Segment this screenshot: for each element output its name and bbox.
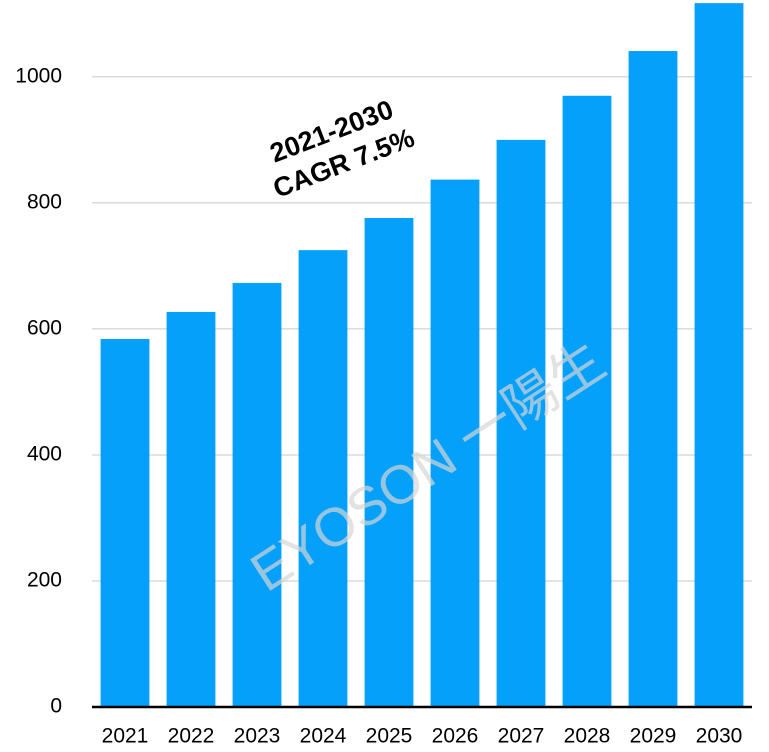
bar xyxy=(100,339,150,707)
bar xyxy=(694,3,744,707)
y-tick-label: 1000 xyxy=(15,64,62,87)
x-tick-label: 2028 xyxy=(564,725,611,748)
watermark: EYOSON 一陽生 xyxy=(241,331,616,604)
bar xyxy=(628,51,678,708)
annotation: 2021-2030 CAGR 7.5% xyxy=(266,94,419,204)
x-tick-label: 2025 xyxy=(366,725,413,748)
bar xyxy=(430,179,480,707)
y-tick-label: 0 xyxy=(50,695,62,718)
bar xyxy=(496,139,546,707)
y-tick-label: 800 xyxy=(27,190,62,213)
x-tick-label: 2023 xyxy=(234,725,281,748)
x-tick-label: 2027 xyxy=(498,725,545,748)
y-tick-label: 200 xyxy=(27,569,62,592)
bar xyxy=(232,282,282,707)
y-tick-label: 400 xyxy=(27,442,62,465)
x-tick-label: 2024 xyxy=(300,725,347,748)
x-tick-label: 2021 xyxy=(102,725,149,748)
x-tick-label: 2022 xyxy=(168,725,215,748)
x-tick-label: 2026 xyxy=(432,725,479,748)
x-tick-label: 2030 xyxy=(696,725,743,748)
bar xyxy=(166,311,216,707)
bar xyxy=(364,218,414,707)
bar xyxy=(562,95,612,707)
y-tick-label: 600 xyxy=(27,316,62,339)
x-tick-label: 2029 xyxy=(630,725,677,748)
bar xyxy=(298,250,348,707)
